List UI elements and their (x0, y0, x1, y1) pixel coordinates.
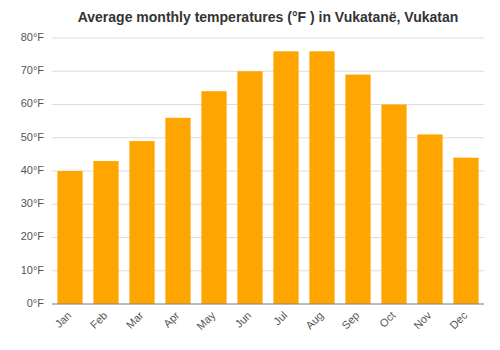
bar (453, 158, 478, 304)
bar (129, 141, 154, 304)
bar (165, 118, 190, 304)
x-tick-label: Jan (52, 309, 73, 330)
y-grid (52, 38, 484, 304)
y-tick-label: 70°F (21, 64, 45, 76)
x-tick-label: Apr (161, 309, 182, 330)
y-axis: 0°F 10°F 20°F 30°F 40°F 50°F 60°F 70°F 80°F (21, 31, 45, 309)
bar (345, 75, 370, 304)
y-tick-label: 30°F (21, 197, 45, 209)
x-tick-label: May (194, 309, 218, 333)
y-tick-label: 40°F (21, 164, 45, 176)
x-tick-label: Oct (377, 309, 398, 330)
x-tick-label: Jul (271, 309, 289, 327)
y-tick-label: 60°F (21, 97, 45, 109)
bar (381, 105, 406, 305)
bar (237, 71, 262, 304)
bar (57, 171, 82, 304)
x-axis: Jan Feb Mar Apr May Jun Jul Aug Sep Oct Nov Dec (52, 309, 469, 333)
x-tick-label: Jun (232, 309, 253, 330)
x-tick-label: Feb (88, 309, 110, 331)
chart-svg: Average monthly temperatures (°F ) in Vu… (0, 0, 500, 350)
y-tick-label: 80°F (21, 31, 45, 43)
chart-title: Average monthly temperatures (°F ) in Vu… (78, 9, 459, 25)
y-tick-label: 10°F (21, 264, 45, 276)
bars (57, 51, 478, 304)
grid-line (52, 38, 484, 39)
x-axis-line (52, 304, 484, 305)
x-tick-label: Aug (303, 309, 325, 331)
bar (93, 161, 118, 304)
x-tick-label: Mar (124, 309, 146, 331)
chart-container: Average monthly temperatures (°F ) in Vu… (0, 0, 500, 350)
x-tick-label: Sep (339, 309, 361, 331)
bar (273, 51, 298, 304)
grid-line (52, 304, 484, 305)
bar (417, 134, 442, 304)
grid-line (52, 104, 484, 105)
grid-line (52, 71, 484, 72)
bar (201, 91, 226, 304)
y-tick-label: 50°F (21, 131, 45, 143)
y-tick-label: 0°F (27, 297, 45, 309)
bar (309, 51, 334, 304)
x-tick-label: Dec (447, 309, 470, 332)
x-tick-label: Nov (411, 309, 434, 332)
y-tick-label: 20°F (21, 230, 45, 242)
